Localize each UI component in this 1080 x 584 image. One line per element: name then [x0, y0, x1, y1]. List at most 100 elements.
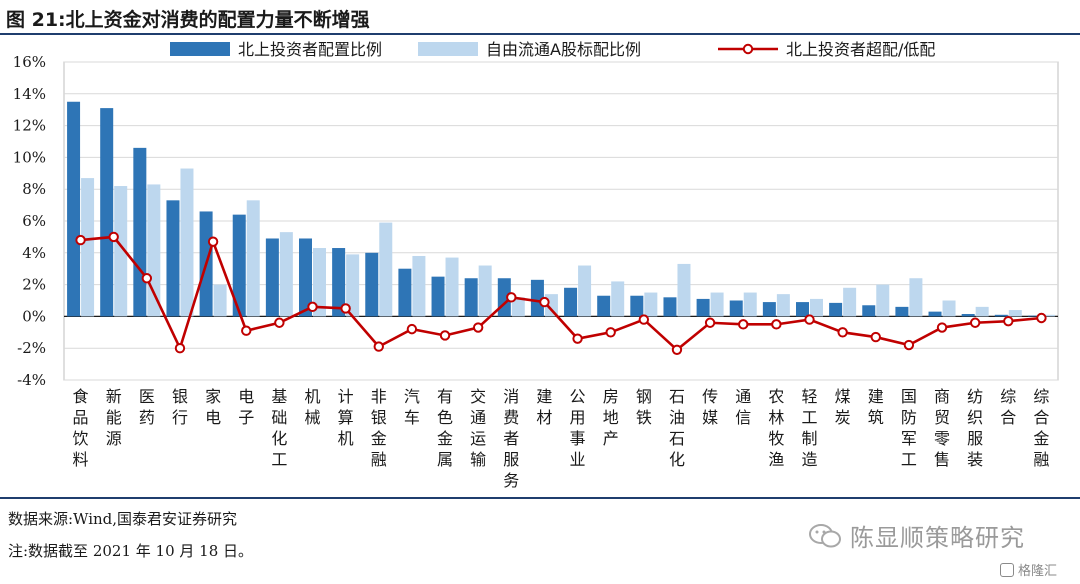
- line-marker: [406, 323, 418, 335]
- x-tick-label: 通信: [735, 387, 751, 427]
- bar-free-float-allocation: [876, 284, 890, 317]
- source-note: 数据来源:Wind,国泰君安证券研究: [8, 510, 238, 528]
- line-marker: [241, 325, 252, 336]
- x-tick-label: 综合金融: [1033, 387, 1049, 469]
- x-tick-label: 非银金融: [371, 387, 387, 469]
- bar-free-float-allocation: [909, 278, 923, 317]
- x-tick-label: 国防军工: [901, 387, 917, 469]
- x-tick-label: 有色金属: [437, 387, 453, 469]
- x-tick-label: 交通运输: [470, 387, 486, 469]
- line-marker: [969, 317, 981, 328]
- bar-free-float-allocation: [578, 265, 592, 317]
- line-marker: [671, 344, 683, 355]
- bar-free-float-allocation: [975, 306, 989, 317]
- legend-north-allocation-swatch: [170, 42, 230, 56]
- x-tick-label: 计算机: [338, 387, 354, 448]
- bar-free-float-allocation: [810, 298, 823, 317]
- bar-free-float-allocation: [677, 263, 691, 317]
- bar-north-allocation: [862, 305, 876, 317]
- bar-free-float-allocation: [1008, 310, 1022, 317]
- wechat-icon: [809, 523, 841, 547]
- y-tick-label: 16%: [13, 53, 46, 71]
- y-tick-label: 4%: [22, 244, 46, 262]
- x-tick-label: 综合: [1000, 387, 1016, 427]
- bar-north-allocation: [166, 200, 180, 317]
- bar-north-allocation: [398, 268, 412, 317]
- x-tick-label: 建材: [536, 387, 552, 427]
- bar-north-allocation: [299, 238, 312, 317]
- bar-free-float-allocation: [346, 254, 360, 317]
- line-marker: [638, 314, 650, 325]
- bar-north-allocation: [597, 295, 611, 317]
- watermark-text: 陈显顺策略研究: [850, 524, 1025, 552]
- figure-title: 图 21:北上资金对消费的配置力量不断增强: [6, 9, 370, 31]
- bar-free-float-allocation: [114, 186, 128, 317]
- line-marker: [605, 327, 616, 338]
- y-tick-label: 14%: [13, 85, 46, 103]
- x-tick-label: 建筑: [868, 387, 884, 427]
- watermark: 陈显顺策略研究: [808, 518, 1025, 553]
- bar-north-allocation: [796, 302, 809, 317]
- legend-free-float-allocation-label: 自由流通A股标配比例: [486, 40, 641, 59]
- line-marker: [870, 331, 881, 343]
- bar-free-float-allocation: [313, 248, 326, 317]
- x-tick-label: 商贸零售: [934, 387, 950, 469]
- line-marker: [804, 314, 815, 325]
- bar-north-allocation: [332, 248, 346, 317]
- bar-free-float-allocation: [710, 292, 724, 317]
- line-marker: [472, 322, 484, 333]
- badge-icon: [1000, 562, 1014, 577]
- x-tick-label: 钢铁: [636, 387, 652, 427]
- x-tick-label: 消费者服务: [503, 387, 519, 490]
- line-marker: [439, 330, 451, 341]
- bar-north-allocation: [961, 314, 975, 317]
- line-marker: [141, 273, 153, 284]
- bar-free-float-allocation: [412, 255, 426, 317]
- y-tick-label: 10%: [13, 148, 46, 166]
- x-tick-label: 汽车: [404, 387, 420, 427]
- bar-free-float-allocation: [180, 168, 194, 317]
- x-tick-label: 石油石化: [669, 387, 685, 469]
- bar-north-allocation: [994, 314, 1008, 317]
- bar-free-float-allocation: [379, 222, 393, 317]
- line-marker: [903, 339, 915, 351]
- line-marker: [936, 322, 948, 333]
- x-tick-label: 纺织服装: [967, 387, 983, 469]
- bar-free-float-allocation: [1041, 314, 1055, 317]
- bar-free-float-allocation: [843, 287, 857, 317]
- x-tick-label: 房地产: [603, 387, 619, 448]
- bar-free-float-allocation: [776, 294, 790, 317]
- bar-north-allocation: [1027, 315, 1041, 317]
- x-tick-label: 传媒: [702, 387, 718, 427]
- line-marker: [1036, 312, 1047, 324]
- bar-north-allocation: [365, 252, 379, 317]
- date-note: 注:数据截至 2021 年 10 月 18 日。: [8, 542, 254, 560]
- x-tick-label: 家电: [205, 387, 221, 427]
- bar-north-allocation: [663, 297, 677, 317]
- source-badge: 格隆汇: [1000, 560, 1057, 579]
- line-marker: [738, 319, 749, 330]
- bar-north-allocation: [829, 302, 843, 317]
- figure-header: 图 21:北上资金对消费的配置力量不断增强: [0, 0, 1080, 38]
- line-marker: [539, 296, 550, 308]
- bar-north-allocation: [895, 306, 909, 317]
- bar-free-float-allocation: [279, 232, 293, 317]
- bar-free-float-allocation: [611, 281, 625, 317]
- line-marker: [704, 317, 716, 328]
- x-tick-label: 公用事业: [570, 387, 586, 469]
- legend-north-allocation-label: 北上投资者配置比例: [238, 40, 382, 59]
- bar-north-allocation: [530, 279, 544, 317]
- bar-free-float-allocation: [246, 200, 260, 317]
- line-marker: [174, 343, 186, 354]
- line-marker: [373, 341, 384, 352]
- line-marker: [75, 234, 86, 246]
- bar-free-float-allocation: [81, 178, 95, 317]
- legend-over-under-weight-label: 北上投资者超配/低配: [786, 40, 935, 59]
- legend-free-float-allocation-swatch: [418, 42, 478, 56]
- x-tick-label: 新能源: [106, 387, 122, 448]
- line-marker: [837, 327, 848, 338]
- y-tick-label: 0%: [22, 307, 46, 325]
- line-marker: [771, 319, 782, 330]
- bar-free-float-allocation: [644, 292, 658, 317]
- top-rule: [0, 33, 1080, 35]
